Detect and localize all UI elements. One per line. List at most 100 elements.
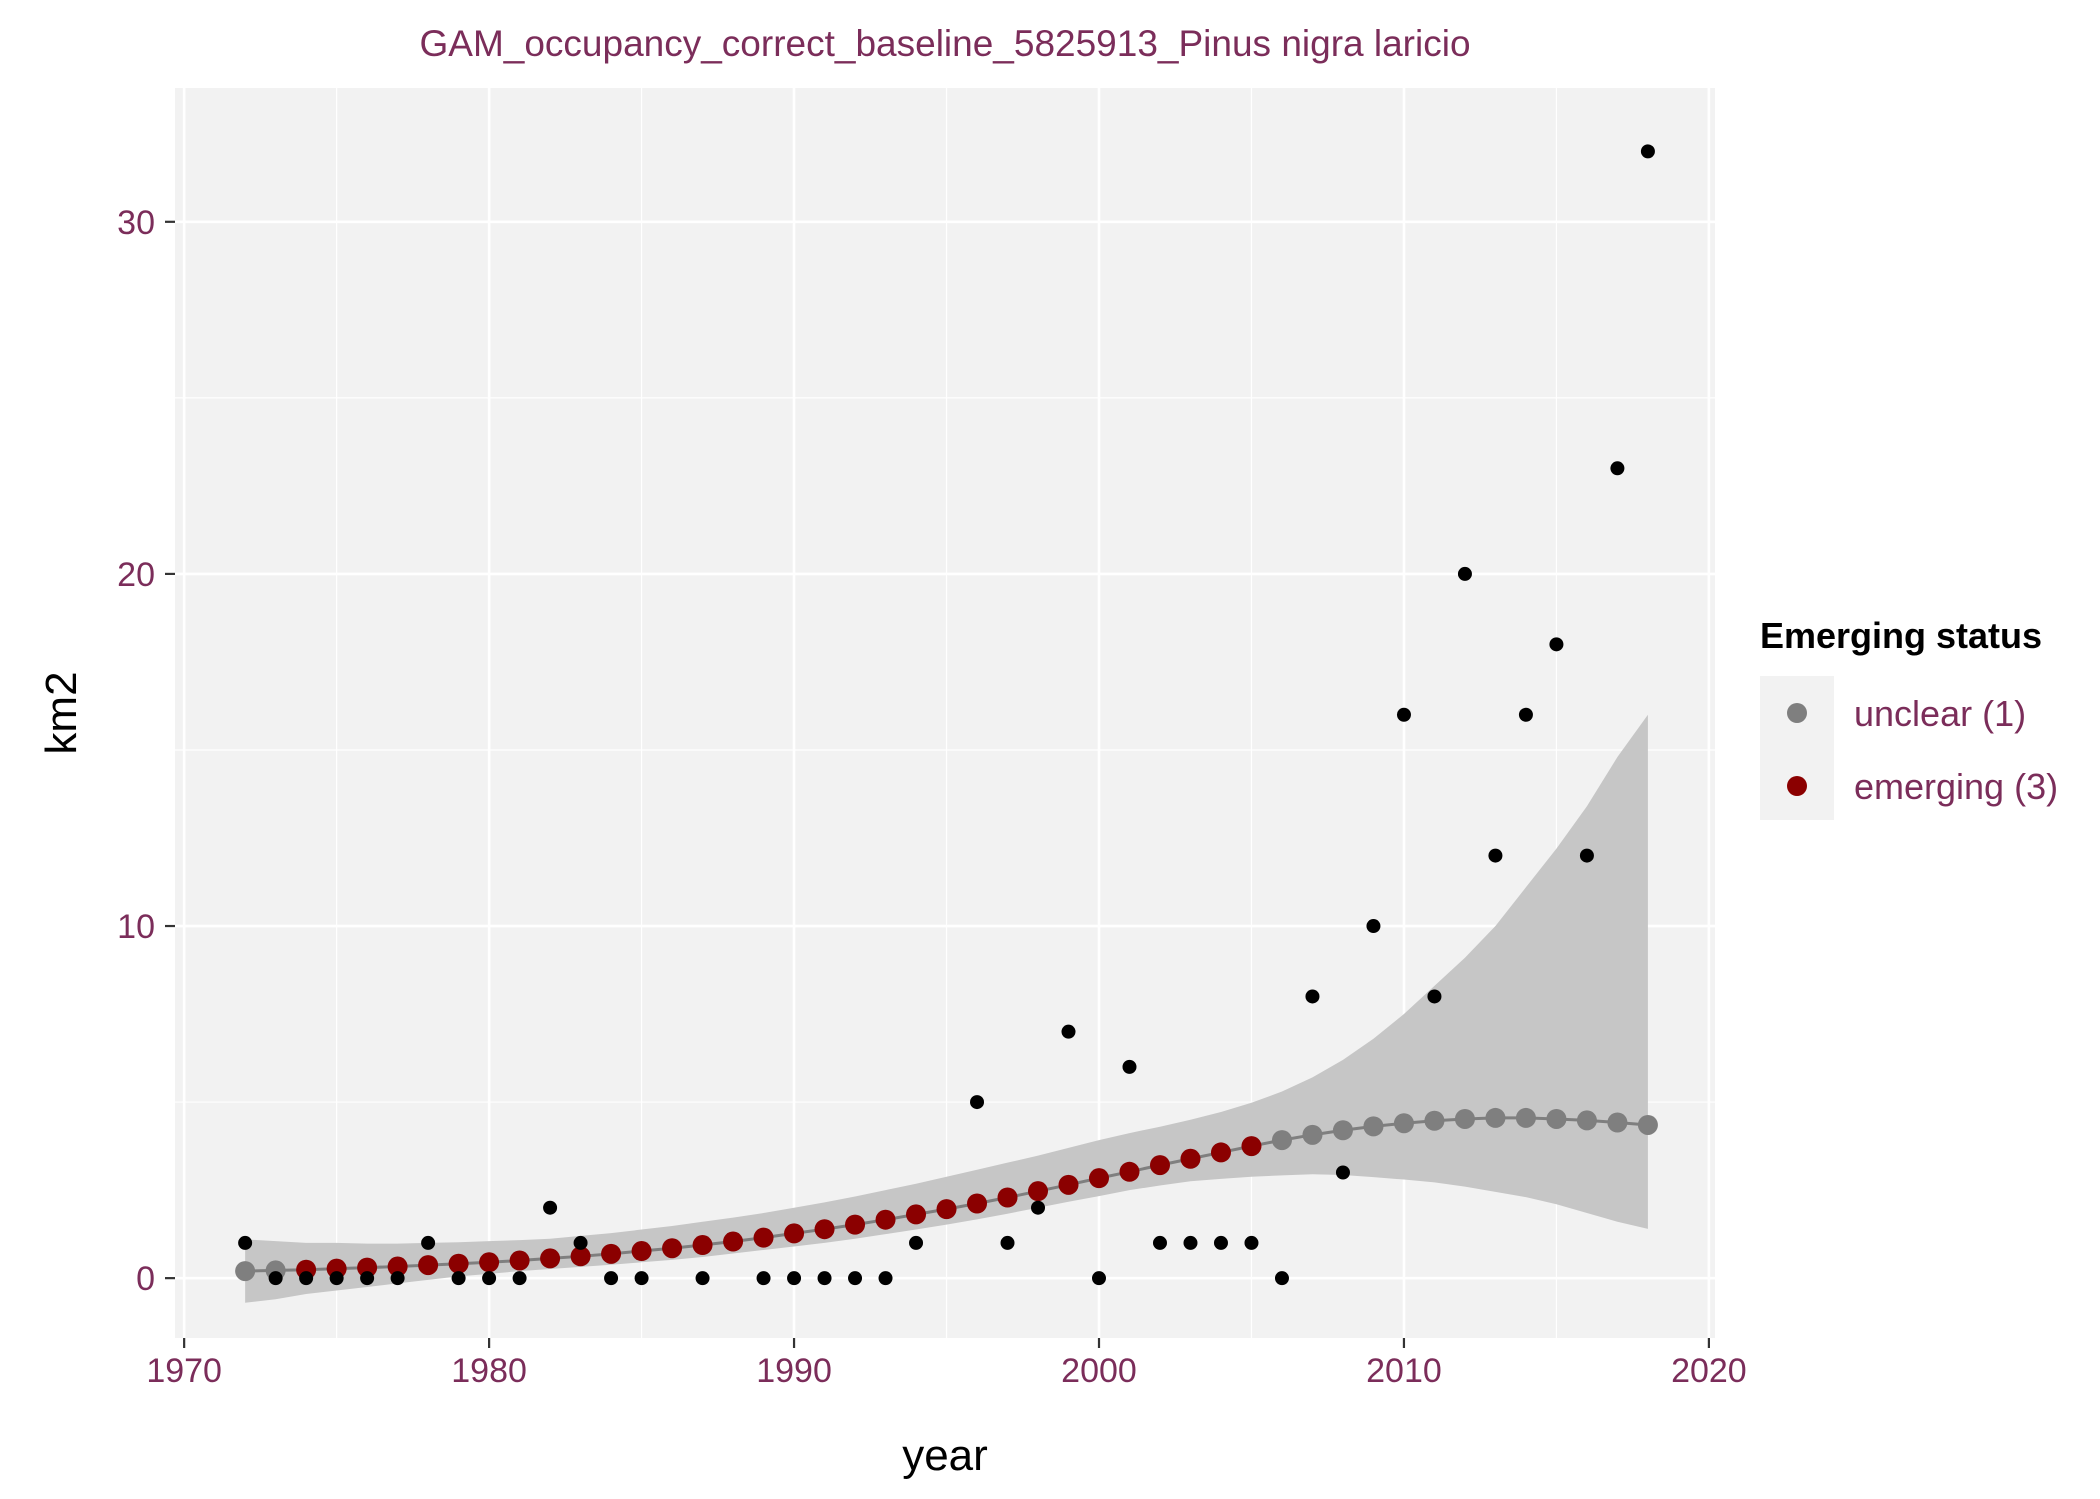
fit-point-emerging — [906, 1204, 927, 1225]
observed-point — [390, 1271, 405, 1286]
fit-point-unclear — [1363, 1116, 1384, 1137]
observed-point — [695, 1271, 710, 1286]
legend-label-unclear: unclear (1) — [1854, 693, 2026, 734]
observed-point — [1457, 566, 1472, 581]
fit-point-emerging — [540, 1248, 561, 1269]
x-axis-label: year — [902, 1431, 988, 1480]
observed-point — [512, 1271, 527, 1286]
x-tick-label: 2000 — [1061, 1352, 1137, 1390]
legend-key-unclear — [1787, 703, 1807, 723]
observed-point — [1031, 1200, 1046, 1215]
legend-label-emerging: emerging (3) — [1854, 766, 2058, 807]
fit-point-unclear — [1546, 1108, 1567, 1129]
observed-point — [1305, 989, 1320, 1004]
observed-point — [1213, 1235, 1228, 1250]
legend-title: Emerging status — [1760, 615, 2042, 656]
x-tick-label: 2020 — [1671, 1352, 1747, 1390]
observed-point — [1092, 1271, 1106, 1286]
observed-point — [817, 1271, 832, 1286]
fit-point-emerging — [784, 1223, 805, 1244]
fit-point-emerging — [448, 1253, 469, 1274]
y-tick-label: 0 — [136, 1260, 155, 1298]
x-axis: 1970 1980 1990 2000 2010 2020 — [146, 1338, 1747, 1390]
observed-point — [421, 1235, 436, 1250]
fit-point-emerging — [753, 1227, 774, 1248]
observed-point — [970, 1095, 985, 1110]
observed-point — [238, 1235, 253, 1250]
fit-point-emerging — [1028, 1181, 1049, 1202]
observed-point — [1335, 1165, 1350, 1180]
fit-point-unclear — [1302, 1124, 1323, 1145]
y-tick-label: 30 — [117, 204, 155, 242]
y-tick-label: 20 — [117, 556, 155, 594]
fit-point-emerging — [997, 1187, 1018, 1208]
fit-point-unclear — [1576, 1110, 1597, 1131]
x-tick-label: 1970 — [146, 1352, 222, 1390]
fit-point-emerging — [1119, 1161, 1140, 1182]
fit-point-emerging — [1149, 1155, 1170, 1176]
fit-point-emerging — [509, 1250, 530, 1271]
observed-point — [1396, 707, 1411, 722]
y-axis-label: km2 — [37, 671, 86, 754]
x-tick-label: 1980 — [451, 1352, 527, 1390]
fit-point-emerging — [845, 1214, 866, 1235]
fit-point-emerging — [601, 1243, 622, 1264]
observed-point — [573, 1235, 588, 1250]
fit-point-emerging — [1241, 1136, 1262, 1157]
legend-key-bg — [1760, 676, 1834, 820]
fit-point-unclear — [1454, 1108, 1475, 1129]
fit-point-emerging — [387, 1256, 408, 1277]
fit-points — [235, 1107, 1658, 1282]
fit-point-emerging — [662, 1238, 683, 1259]
chart-title: GAM_occupancy_correct_baseline_5825913_P… — [419, 23, 1470, 64]
observed-points — [238, 144, 1655, 1286]
fit-point-emerging — [875, 1209, 896, 1230]
fit-point-emerging — [936, 1199, 957, 1220]
observed-point — [1000, 1235, 1015, 1250]
x-tick-label: 1990 — [756, 1352, 832, 1390]
observed-point — [1244, 1235, 1259, 1250]
observed-point — [1610, 461, 1625, 476]
observed-point — [1579, 848, 1594, 863]
fit-point-emerging — [418, 1255, 439, 1276]
fit-point-unclear — [1637, 1114, 1658, 1135]
observed-point — [1488, 848, 1503, 863]
fit-point-emerging — [1058, 1174, 1079, 1195]
fit-point-emerging — [479, 1252, 500, 1273]
observed-point — [848, 1271, 863, 1286]
observed-point — [329, 1271, 344, 1286]
y-tick-label: 10 — [117, 908, 155, 946]
observed-point — [1061, 1024, 1076, 1039]
fit-point-unclear — [1485, 1107, 1506, 1128]
legend-key-emerging — [1787, 776, 1807, 796]
observed-point — [1640, 144, 1655, 159]
observed-point — [878, 1271, 893, 1286]
fit-point-emerging — [967, 1193, 988, 1214]
observed-point — [1366, 919, 1381, 934]
fit-point-emerging — [723, 1231, 744, 1252]
observed-point — [268, 1271, 283, 1286]
fit-point-unclear — [235, 1261, 256, 1282]
fit-point-emerging — [1180, 1148, 1201, 1169]
observed-point — [1427, 989, 1442, 1004]
confidence-ribbon — [245, 714, 1648, 1303]
observed-point — [787, 1271, 802, 1286]
major-grid — [175, 88, 1715, 1338]
fit-point-unclear — [1607, 1112, 1628, 1133]
observed-point — [1152, 1235, 1167, 1250]
observed-point — [1183, 1235, 1198, 1250]
observed-point — [1122, 1059, 1137, 1074]
observed-point — [604, 1271, 619, 1286]
fit-point-unclear — [1424, 1110, 1445, 1131]
observed-point — [1274, 1271, 1289, 1286]
x-tick-label: 2010 — [1366, 1352, 1442, 1390]
observed-point — [1549, 637, 1564, 652]
fit-point-unclear — [1332, 1120, 1353, 1141]
fit-point-emerging — [814, 1219, 835, 1240]
fit-point-emerging — [692, 1235, 713, 1256]
observed-point — [299, 1271, 314, 1286]
observed-point — [756, 1271, 771, 1286]
observed-point — [482, 1271, 497, 1286]
fit-point-unclear — [1515, 1107, 1536, 1128]
